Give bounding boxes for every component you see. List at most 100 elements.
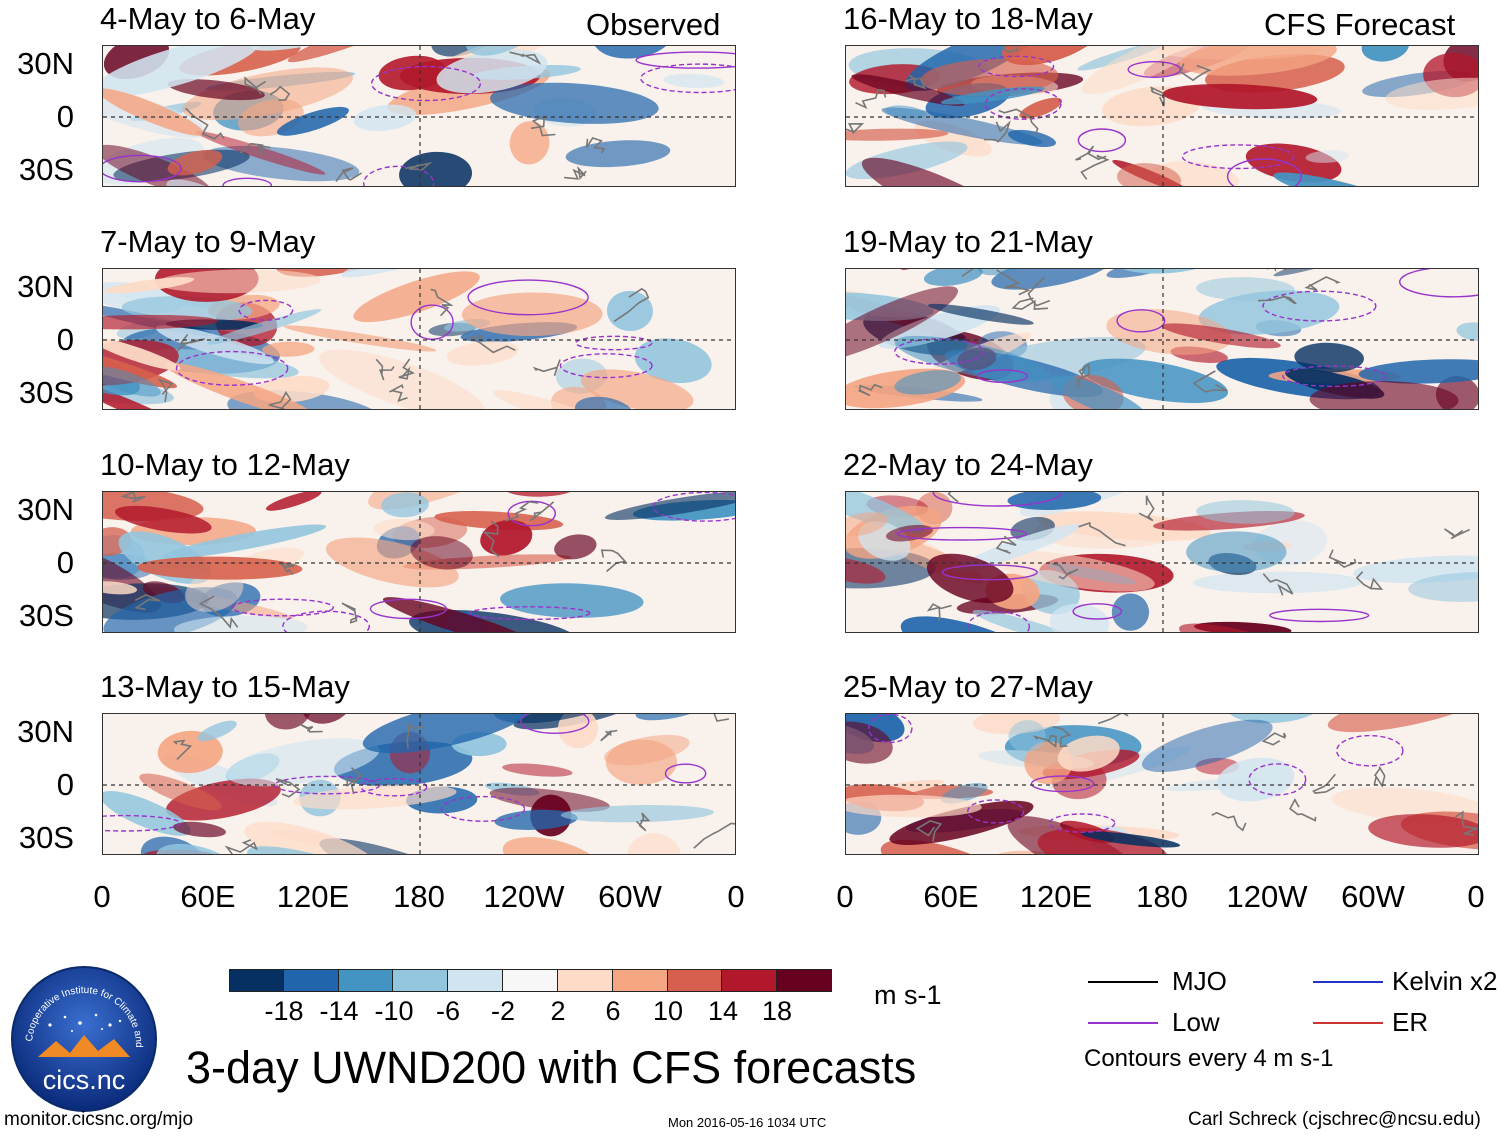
coastline [279,562,296,576]
low-contour [360,777,428,797]
anomaly-patch [627,833,681,854]
lon-label-0-end: 0 [1467,879,1485,914]
coastline [134,594,161,611]
colorbar-tick: -18 [264,996,304,1026]
anomaly-patch [410,536,473,570]
footer-url[interactable]: monitor.cicsnc.org/mjo [4,1109,194,1130]
low-contour [559,353,653,379]
anomaly-patch [161,524,327,559]
coastline [1179,63,1213,82]
anomaly-patch [103,46,260,98]
anomaly-patch [173,615,308,632]
legend-line-mjo [1088,981,1158,983]
colorbar-swatch [722,969,778,992]
anomaly-patch [923,269,983,286]
colorbar-swatch [557,969,613,992]
low-contour [1248,763,1307,796]
anomaly-patch [103,88,204,136]
colorbar-swatch [667,969,723,992]
anomaly-patch [1002,46,1103,66]
anomaly-patch [226,738,380,787]
low-contour [103,154,182,183]
coastline [1211,811,1247,832]
contour-note: Contours every 4 m s-1 [1084,1045,1334,1072]
legend-line-kelvin [1313,981,1383,983]
anomaly-patch [846,721,893,764]
lon-label-120w: 120W [483,879,565,914]
anomaly-patch [373,518,435,541]
anomaly-patch [139,773,222,811]
coastline [996,269,1031,296]
anomaly-patch [1309,381,1459,409]
coastline [1052,726,1071,748]
anomaly-patch [492,390,624,409]
anomaly-patch [185,569,244,612]
legend-label-er: ER [1392,1007,1429,1037]
coastline [1027,276,1051,307]
coastline [1258,294,1297,305]
coastline [983,120,1011,143]
colorbar-tick: -6 [435,996,461,1026]
anomaly-patch [603,734,690,766]
low-contour [1077,128,1127,153]
low-contour [1262,290,1377,322]
anomaly-patch [197,720,237,742]
low-contour [1072,603,1123,620]
anomaly-patch [436,49,548,94]
anomaly-patch [991,269,1113,290]
colorbar-swatch [283,969,339,992]
anomaly-patch [502,837,603,854]
anomaly-patch [972,609,1084,632]
coastline [120,492,146,503]
lon-label-60e: 60E [180,879,236,914]
legend-line-low [1088,1022,1158,1024]
anomaly-patch [283,325,437,352]
cfs-forecast-label: CFS Forecast [1264,7,1456,42]
anomaly-patch [382,597,540,632]
coastline [509,51,542,65]
legend-label-mjo: MJO [1172,966,1227,996]
low-contour [103,814,182,832]
coastline [1138,495,1155,522]
anomaly-patch [604,492,735,520]
panel-title-obs-3: 10-May to 12-May [100,447,350,482]
coastline [404,161,433,171]
coastline [1032,734,1057,748]
coastline [198,595,239,629]
coastline [995,535,1017,555]
coastline [1003,46,1019,54]
low-contour [175,350,289,386]
anomaly-patch [1081,831,1181,848]
anomaly-patch [103,791,191,836]
coastline [1262,573,1294,596]
low-contour [369,598,448,620]
colorbar-swatch [393,969,449,992]
anomaly-patch [554,534,597,560]
anomaly-patch [861,157,1020,186]
coastline [1304,276,1341,291]
lon-label-0: 0 [836,879,854,914]
coastline [398,358,415,380]
anomaly-patch [565,140,671,168]
low-contour [868,714,913,744]
lon-label-120e: 120E [1019,879,1093,914]
map-panel-fc-3 [845,491,1479,633]
coastline [346,767,363,795]
coastline [1444,528,1470,540]
colorbar-swatch [503,969,558,992]
anomaly-patch [1368,814,1478,848]
anomaly-patch [894,370,961,395]
anomaly-patch [1358,359,1478,384]
anomaly-patch [137,556,303,580]
anomaly-patch [846,794,982,818]
anomaly-patch [1196,500,1295,524]
coastline [268,391,292,409]
lat-label-eq: 0 [56,99,74,134]
anomaly-patch [378,55,446,91]
coastline [1075,145,1107,161]
main-title: 3-day UWND200 with CFS forecasts [186,1042,917,1093]
anomaly-patch [318,349,485,409]
anomaly-patch [114,505,212,534]
coastline [858,383,883,397]
low-contour [941,564,1038,581]
